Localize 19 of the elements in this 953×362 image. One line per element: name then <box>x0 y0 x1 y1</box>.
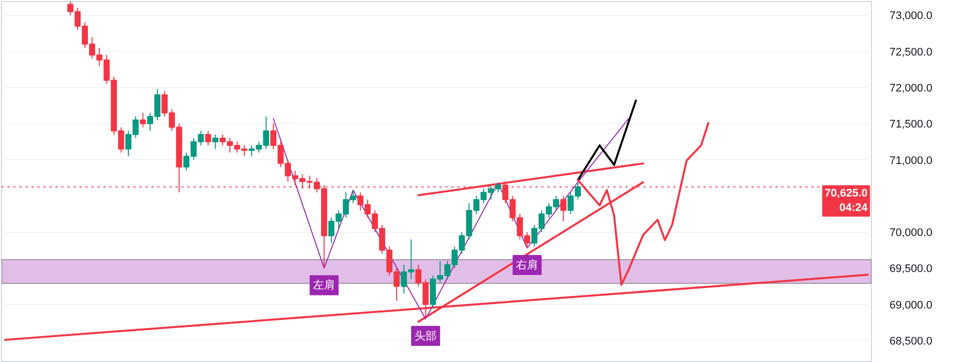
y-tick-label: 68,500.0 <box>890 336 932 348</box>
annotation: 头部 <box>414 329 437 342</box>
candlestick <box>560 195 566 222</box>
annotation: 右肩 <box>516 258 538 272</box>
y-tick-label: 71,500.0 <box>890 118 932 131</box>
y-tick-label: 70,000.0 <box>890 227 932 240</box>
y-tick-label: 71,000.0 <box>890 154 932 167</box>
y-tick-label: 72,500.0 <box>890 46 932 58</box>
candlestick <box>212 134 218 150</box>
annotation: 左肩 <box>313 278 336 292</box>
candlestick <box>205 130 212 146</box>
ref-line-label: 70,625.0 04:24 <box>824 188 868 214</box>
y-tick-label: 73,000.0 <box>890 10 932 22</box>
line-series <box>576 100 637 182</box>
y-tick-label: 69,500.0 <box>890 263 932 276</box>
line-series <box>272 118 630 320</box>
y-tick-label: 69,000.0 <box>890 299 932 312</box>
y-tick-label: 72,000.0 <box>890 82 932 95</box>
candlestick <box>140 112 146 128</box>
